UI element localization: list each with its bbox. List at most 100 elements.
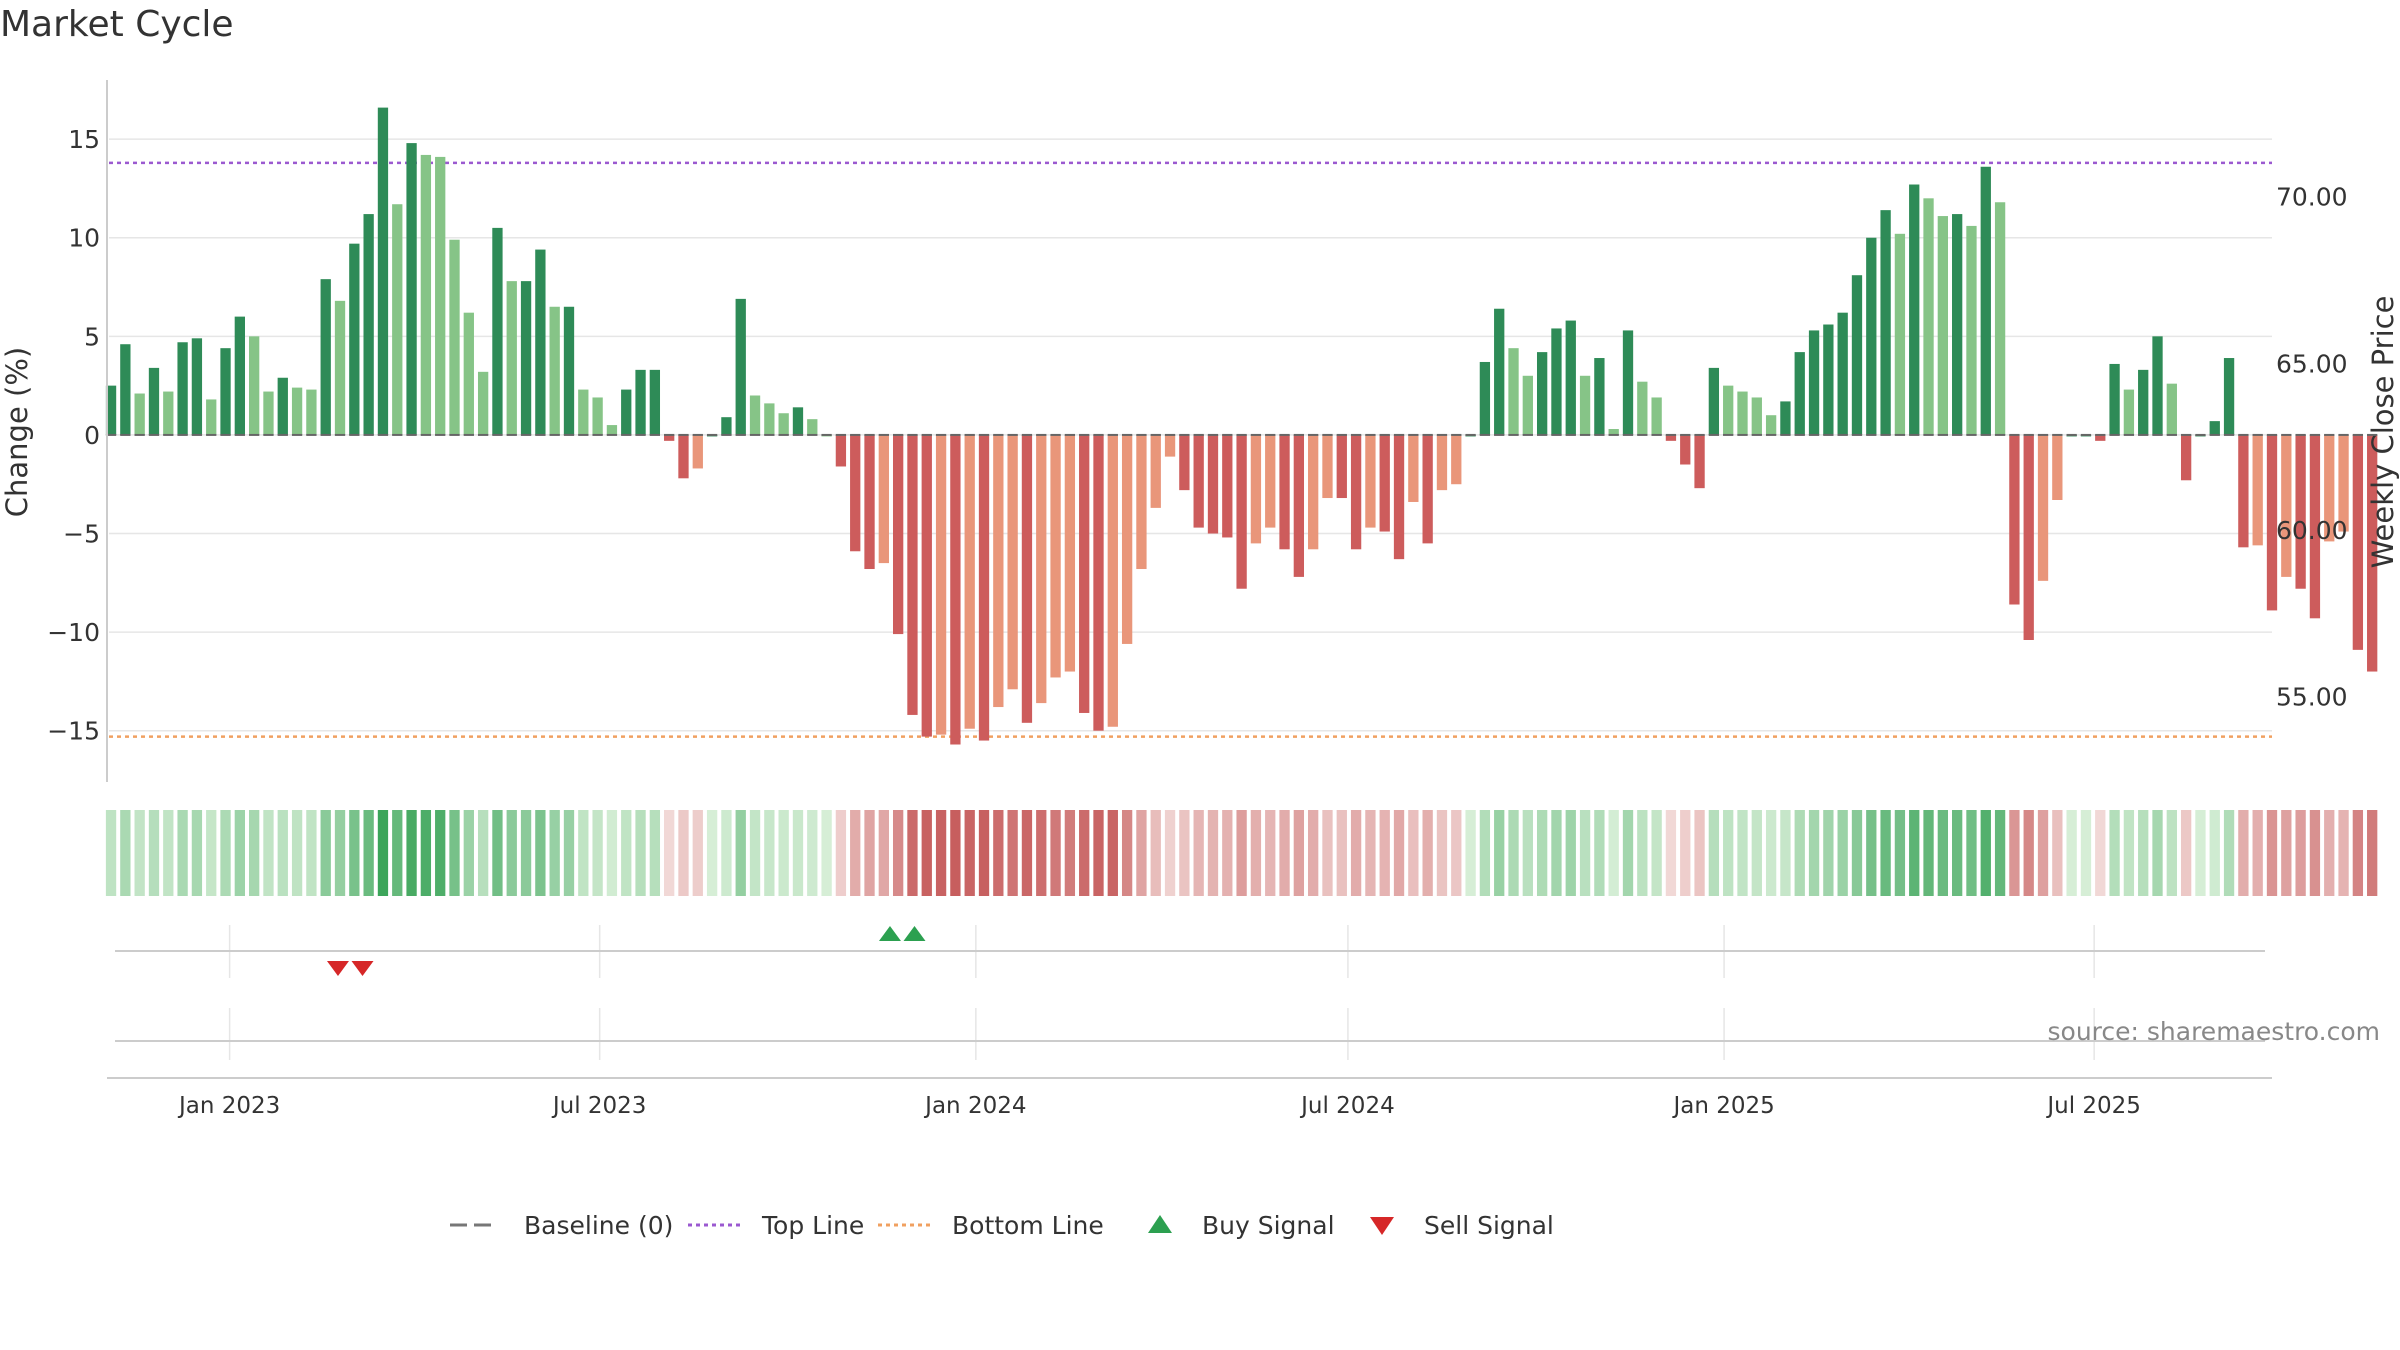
bar [792,407,804,435]
bar [1064,434,1076,672]
bar [1308,434,1319,550]
bar [134,393,145,435]
y-tick-label: −10 [47,618,100,647]
bar [291,387,303,435]
y2-tick-label: 60.00 [2276,516,2348,545]
bar [1121,434,1133,644]
heat-cell [492,810,503,896]
bar [2052,434,2063,500]
heat-cell [1050,810,1061,896]
heat-cell [2009,810,2020,896]
bar [449,239,460,435]
bar [2223,358,2235,435]
heat-cell [1737,810,1748,896]
bar [1837,312,1848,435]
bar [1494,308,1505,435]
heat-cell [349,810,360,896]
heat-cell [1794,810,1805,896]
heat-cell [1408,810,1419,896]
heat-cell [2138,810,2149,896]
bar [621,389,632,435]
heat-cell [2209,810,2220,896]
chart-title: Market Cycle [0,4,234,45]
bar [1808,330,1820,435]
heat-cell [1064,810,1076,896]
heat-cell [1522,810,1533,896]
bar [1551,328,1562,435]
y-tick-label: 15 [68,125,100,154]
heat-cell [1723,810,1734,896]
bar [1436,434,1448,491]
heat-cell [220,810,231,896]
x-tick-label: Jul 2025 [2045,1093,2141,1119]
bar [1250,434,1262,544]
bar [1823,324,1834,435]
heat-cell [1250,810,1262,896]
heat-cell [1150,810,1161,896]
heat-cell [377,810,389,896]
heat-cell [1308,810,1319,896]
heat-cell [477,810,489,896]
source-text: source: sharemaestro.com [2048,1017,2381,1046]
bar [2095,434,2106,441]
heat-cell [463,810,474,896]
heat-cell [2037,810,2049,896]
heat-cell [406,810,417,896]
bar [2252,434,2263,546]
heat-cell [1093,810,1104,896]
bar [1164,434,1176,457]
heat-cell [2095,810,2106,896]
bar [263,391,274,435]
bar [764,403,775,435]
legend: Baseline (0) Top Line Bottom Line Buy Signa… [450,1211,1554,1240]
bar [1222,434,1233,538]
y2-tick-label: 70.00 [2276,183,2348,212]
bar [2109,363,2120,435]
heat-cell [306,810,317,896]
bar [664,434,675,441]
heat-cell [1265,810,1276,896]
bar [1479,361,1491,435]
bar [2238,434,2249,548]
heat-cell [1350,810,1362,896]
bar [778,413,789,435]
heat-cell [835,810,847,896]
bar [1565,320,1576,435]
bar [506,281,517,435]
bar [2295,434,2306,589]
heat-cell [649,810,661,896]
bar [1651,397,1662,435]
heat-cell [1894,810,1906,896]
heat-cell [978,810,990,896]
heat-cell [1808,810,1820,896]
reference-lines [109,161,2272,738]
heat-cell [1207,810,1219,896]
bar [1322,434,1333,499]
bar [1780,401,1791,435]
bar [1794,352,1805,435]
heat-cell [2123,810,2135,896]
legend-label: Sell Signal [1424,1211,1554,1240]
y2-tick-label: 55.00 [2276,683,2348,712]
heat-cell [1451,810,1462,896]
bar [1408,434,1419,502]
heat-cell [2266,810,2278,896]
heat-cell [392,810,403,896]
x-tick-label: Jan 2024 [923,1093,1026,1119]
legend-label: Bottom Line [952,1211,1104,1240]
sell-signal-marker [351,961,374,976]
bar [835,434,847,467]
bar [1751,397,1762,435]
heat-cell [2152,810,2163,896]
heat-cell [2052,810,2063,896]
bar [635,369,646,435]
heat-cell [435,810,446,896]
heat-cell [1279,810,1290,896]
heat-cell [1594,810,1605,896]
signal-panel [115,926,2265,976]
sell-signal-marker [326,961,349,976]
bar [1293,434,1305,577]
legend-marker [1370,1217,1394,1235]
bar [363,214,374,435]
